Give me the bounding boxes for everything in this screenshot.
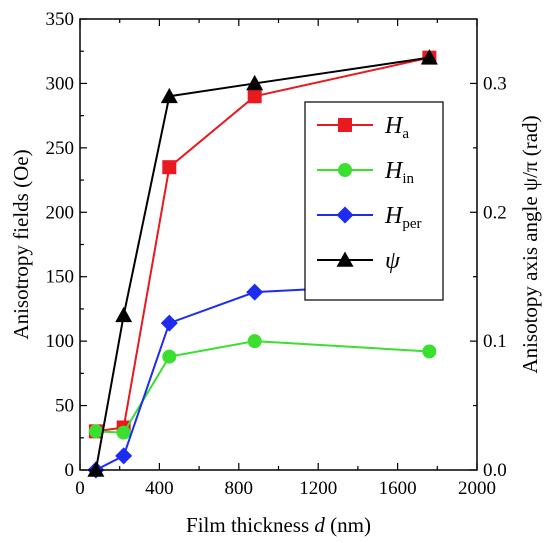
data-point-Hper bbox=[246, 283, 264, 301]
legend-label-psi: ψ bbox=[385, 248, 401, 274]
data-point-psi bbox=[87, 461, 105, 477]
y-right-tick-label: 0.2 bbox=[483, 202, 507, 223]
legend-label-sub: a bbox=[402, 126, 409, 142]
data-point-Hper bbox=[160, 314, 178, 332]
series-Hin bbox=[88, 334, 437, 440]
y-right-axis-title: Anisotopy axis angle ψ/π (rad) bbox=[518, 115, 542, 373]
data-point-psi bbox=[160, 87, 178, 104]
x-tick-label: 400 bbox=[145, 478, 174, 499]
data-point-psi bbox=[115, 306, 133, 323]
data-point-psi bbox=[246, 74, 264, 91]
y-left-tick-label: 200 bbox=[46, 202, 75, 223]
data-point-Ha bbox=[162, 160, 177, 175]
data-point-psi bbox=[420, 49, 438, 65]
x-axis-title-prefix: Film thickness bbox=[186, 513, 314, 537]
series-line-Hper bbox=[95, 282, 430, 471]
x-tick-label: 2000 bbox=[458, 478, 496, 499]
series-psi bbox=[87, 49, 438, 477]
y-right-tick-label: 0.1 bbox=[483, 331, 507, 352]
x-axis-title-var: d bbox=[314, 513, 325, 537]
x-axis-title-suffix: (nm) bbox=[325, 513, 371, 537]
y-right-tick-label: 0.0 bbox=[483, 460, 507, 481]
y-right-tick-label: 0.3 bbox=[483, 73, 507, 94]
legend-label-sub: in bbox=[402, 171, 414, 187]
data-point-Hper bbox=[115, 447, 133, 465]
legend-label-Hper: Hper bbox=[384, 203, 422, 232]
data-point-Hin bbox=[422, 344, 437, 359]
y-left-tick-label: 0 bbox=[65, 460, 75, 481]
legend-label-main: ψ bbox=[385, 248, 401, 274]
data-point-Ha bbox=[247, 89, 262, 104]
data-point-Hin bbox=[116, 425, 131, 440]
x-tick-label: 1600 bbox=[379, 478, 417, 499]
x-axis-title: Film thickness d (nm) bbox=[186, 513, 371, 537]
x-tick-label: 1200 bbox=[299, 478, 337, 499]
y-left-tick-label: 350 bbox=[46, 9, 75, 30]
y-left-axis-title: Anisotropy fields (Oe) bbox=[9, 149, 33, 339]
axes: 0 400 800 1200 1600 2000 0 50 100 150 200 250 300 350… bbox=[9, 9, 542, 537]
legend-label-main: H bbox=[384, 203, 404, 229]
legend-label-main: H bbox=[384, 113, 404, 139]
y-left-tick-label: 300 bbox=[46, 73, 75, 94]
legend-label-Hin: Hin bbox=[384, 158, 415, 187]
data-point-Hin bbox=[247, 334, 262, 349]
y-left-tick-label: 100 bbox=[46, 331, 75, 352]
series-line-Hin bbox=[95, 340, 430, 434]
legend-label-main: H bbox=[384, 158, 404, 184]
legend-label-sub: per bbox=[402, 216, 421, 232]
y-left-tick-label: 250 bbox=[46, 138, 75, 159]
legend-marker-Hin bbox=[338, 163, 352, 177]
legend-marker-Ha bbox=[338, 118, 352, 132]
legend-marker-Hper bbox=[336, 206, 354, 224]
data-point-Hin bbox=[162, 349, 177, 364]
legend-marker-psi bbox=[336, 251, 354, 267]
y-left-tick-label: 50 bbox=[55, 396, 74, 417]
legend-box bbox=[304, 101, 444, 301]
y-left-tick-label: 150 bbox=[46, 267, 75, 288]
x-tick-label: 0 bbox=[75, 478, 85, 499]
series-Hper bbox=[87, 274, 438, 479]
x-tick-label: 800 bbox=[225, 478, 254, 499]
series-layer bbox=[87, 49, 438, 479]
data-point-Hin bbox=[88, 424, 103, 439]
legend-label-Ha: Ha bbox=[384, 113, 409, 142]
